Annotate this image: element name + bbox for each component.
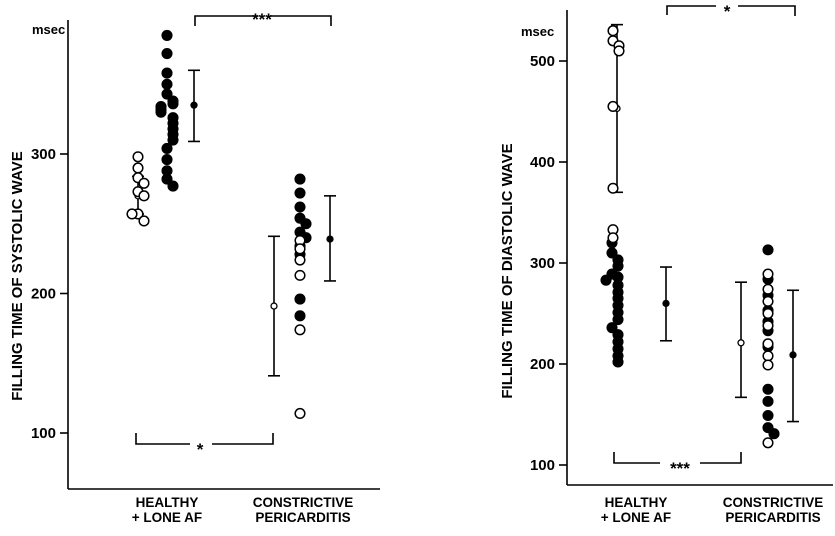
significance-bracket-top-left-systolic [194,15,258,26]
data-point-filled [768,428,780,440]
significance-label-top-diastolic: * [724,2,731,21]
y-tick-label-300: 300 [31,146,56,163]
unit-label-systolic: msec [32,22,65,37]
error-bar-open-mean [737,339,745,347]
data-point-filled [161,142,173,154]
data-point-open [607,100,619,112]
data-point-open [762,350,774,362]
data-point-open [762,320,774,332]
significance-bracket-bottom-right-systolic [212,433,274,445]
significance-bracket-top-right-diastolic [738,5,796,16]
data-point-open [613,45,625,57]
data-point-open [294,407,306,420]
data-point-open [138,215,150,227]
data-point-open [762,437,774,449]
y-tick-label-500: 500 [530,53,555,70]
diastolic-panel: msec FILLING TIME OF DIASTOLIC WAVE 100 2… [499,2,833,525]
category-label-healthy-line1: HEALTHY [605,495,668,510]
data-point-open [126,208,138,220]
error-bar-filled-mean [190,101,198,109]
data-point-filled [762,244,774,256]
y-axis-label-diastolic: FILLING TIME OF DIASTOLIC WAVE [499,143,516,398]
data-point-open [138,190,150,202]
y-tick-label-300: 300 [530,255,555,272]
y-tick-label-200: 200 [31,286,56,303]
significance-bracket-bottom-left-diastolic [613,452,660,464]
error-bar-filled-mean [662,299,670,308]
y-ticks-systolic: 100 200 300 [31,146,68,442]
error-bar-open-mean [270,302,278,310]
data-point-filled [161,173,173,185]
data-point-open [294,254,306,266]
data-point-filled [161,78,173,90]
unit-label-diastolic: msec [521,24,554,39]
error-bar-filled-mean [789,351,797,359]
data-point-open [762,295,774,307]
significance-bracket-bottom-left-systolic [135,433,190,445]
data-point-filled [294,293,306,305]
data-point-filled [612,356,624,368]
data-point-open [607,25,619,37]
category-label-healthy-line2: + LONE AF [132,510,202,525]
data-point-open [762,338,774,350]
data-point-filled [294,310,306,322]
significance-bracket-bottom-right-diastolic [700,452,742,464]
data-point-filled [161,154,173,166]
data-point-filled [600,274,612,286]
data-point-filled [762,409,774,422]
data-point-filled [161,88,173,100]
data-point-open [762,283,774,295]
data-point-open [607,232,619,244]
data-point-filled [606,247,618,259]
data-point-filled [762,395,774,407]
systolic-panel: msec FILLING TIME OF SYSTOLIC WAVE 100 20… [9,10,380,525]
y-tick-label-100: 100 [530,457,555,474]
data-point-open [762,268,774,280]
category-label-constrictive-line1: CONSTRICTIVE [723,495,824,510]
category-label-constrictive-line2: PERICARDITIS [255,510,350,525]
y-tick-label-100: 100 [31,425,56,442]
data-point-filled [167,134,179,146]
y-tick-label-400: 400 [530,154,555,171]
data-point-filled [167,98,179,110]
category-label-healthy-line2: + LONE AF [601,510,671,525]
data-point-filled [167,180,179,192]
data-point-open [138,177,150,189]
data-point-open [762,359,774,371]
significance-bracket-top-left-diastolic [666,5,716,15]
data-point-filled [161,29,173,41]
category-label-healthy-line1: HEALTHY [136,495,199,510]
data-point-filled [294,173,306,185]
data-point-open [294,324,306,336]
category-label-constrictive-line2: PERICARDITIS [725,510,820,525]
y-tick-label-200: 200 [530,356,555,373]
data-point-filled [161,67,173,79]
data-point-filled [612,314,624,326]
data-point-filled [612,260,624,272]
significance-bracket-top-right-systolic [270,15,332,26]
data-point-open [762,307,774,320]
significance-label-bottom-systolic: * [197,440,204,459]
data-point-filled [300,218,312,230]
data-point-filled [294,187,306,199]
y-axis-label-systolic: FILLING TIME OF SYSTOLIC WAVE [9,151,26,400]
data-point-open [132,151,144,163]
data-point-filled [294,201,306,213]
data-point-open [294,269,306,281]
data-point-filled [606,322,618,334]
y-ticks-diastolic: 100 200 300 400 500 [530,53,567,474]
points-systolic [126,29,312,420]
error-bar-filled-mean [326,235,334,243]
data-point-filled [161,48,173,60]
data-point-open [132,162,144,174]
data-point-filled [762,383,774,395]
data-point-filled [155,106,167,118]
data-point-open [607,182,619,194]
significance-label-top-systolic: *** [252,10,272,29]
significance-label-bottom-diastolic: *** [670,459,690,478]
data-point-open [294,243,306,255]
category-label-constrictive-line1: CONSTRICTIVE [253,495,354,510]
points-diastolic [600,25,780,449]
